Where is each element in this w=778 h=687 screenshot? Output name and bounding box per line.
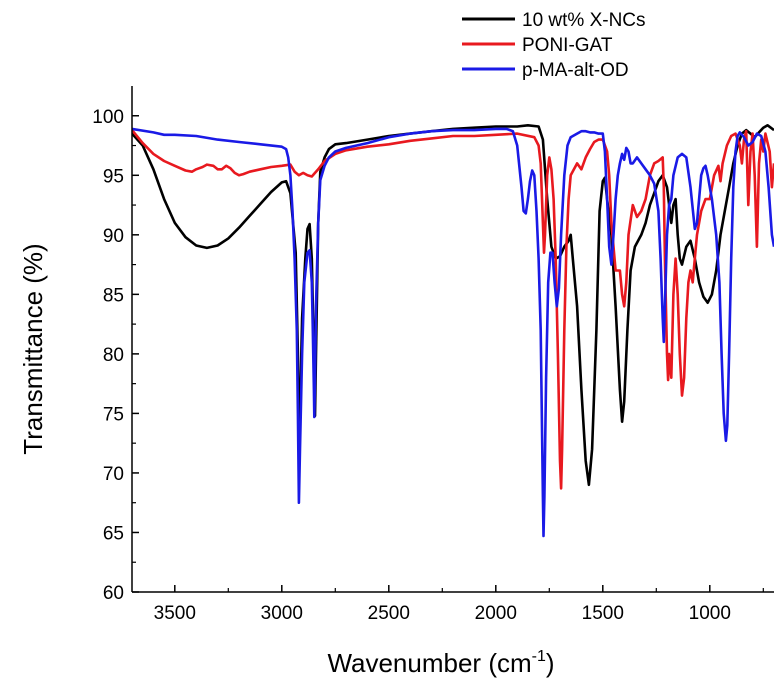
series-line-1 [132,129,774,490]
x-axis-title-sup: -1 [532,648,546,665]
y-tick-label: 60 [103,583,124,604]
y-tick-label: 100 [92,107,124,128]
x-tick-label: 3500 [154,603,196,624]
y-tick-label: 85 [103,285,124,306]
y-tick-label: 90 [103,226,124,247]
x-axis-title: Wavenumber (cm-1) [327,648,554,678]
y-tick-label: 80 [103,345,124,366]
legend-label-2: p-MA-alt-OD [522,60,629,81]
axes: 60 65 70 75 80 85 90 95 100 3500 3000 2500 2000 1500 1… [92,86,774,624]
x-tick-label: 1000 [689,603,731,624]
y-tick-label: 95 [103,166,124,187]
legend: 10 wt% X-NCs PONI-GAT p-MA-alt-OD [462,10,646,81]
x-tick-label: 2500 [368,603,410,624]
x-tick-label: 2000 [475,603,517,624]
x-tick-label: 3000 [261,603,303,624]
y-tick-label: 75 [103,404,124,425]
y-tick-label: 65 [103,523,124,544]
y-tick-label: 70 [103,464,124,485]
y-axis-title: Transmittance (%) [18,243,48,454]
legend-label-1: PONI-GAT [522,35,613,56]
x-axis-title-close: ) [546,648,555,678]
series-line-2 [132,127,774,538]
x-tick-label: 1500 [582,603,624,624]
x-axis-title-main: Wavenumber (cm [327,648,531,678]
plot-lines [132,124,774,538]
legend-label-0: 10 wt% X-NCs [522,10,646,31]
